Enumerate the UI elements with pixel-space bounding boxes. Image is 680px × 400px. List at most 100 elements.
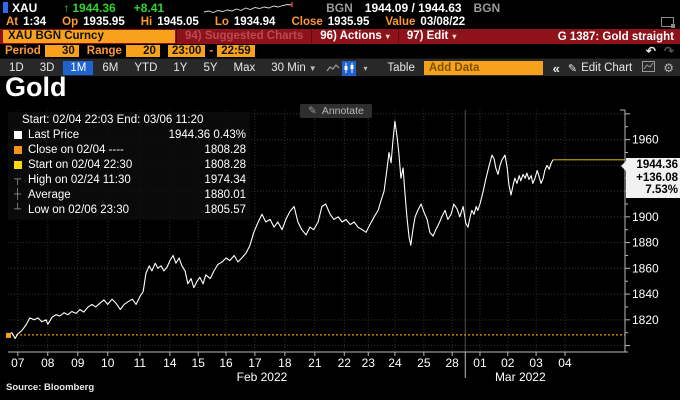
bid-ask-quote: 1944.09 / 1944.63	[364, 0, 462, 15]
svg-text:15: 15	[192, 356, 206, 370]
pencil-icon: ✎	[308, 105, 317, 117]
legend-row-high: ┬ High on 02/24 11:30 1974.34	[14, 173, 246, 186]
ticker-change: +8.41	[133, 0, 165, 15]
svg-text:08: 08	[41, 356, 55, 370]
svg-text:21: 21	[308, 356, 322, 370]
screen-capture-icon[interactable]	[661, 17, 675, 28]
svg-text:10: 10	[101, 356, 115, 370]
ohlc-field: Op 1935.95	[62, 16, 125, 28]
chart-legend: Start: 02/04 22:03 End: 03/06 11:20 Last …	[8, 112, 250, 220]
security-input[interactable]: XAU BGN Curncy	[3, 30, 175, 43]
gear-icon[interactable]: ⚙	[663, 61, 674, 75]
source-label: Source: Bloomberg	[6, 382, 95, 393]
time-from-input[interactable]: 23:00	[167, 45, 206, 57]
svg-text:1840: 1840	[632, 287, 659, 301]
flag-price: 1944.36	[636, 159, 678, 171]
svg-text:1860: 1860	[632, 261, 659, 275]
tab-1y[interactable]: 1Y	[173, 62, 188, 74]
ohlc-field: Hi 1945.05	[140, 16, 199, 28]
pricing-source-right: BGN	[473, 0, 501, 15]
interval-label: 30 Min	[271, 62, 306, 74]
svg-text:1880: 1880	[632, 236, 659, 250]
undo-icon[interactable]: ↶	[645, 44, 656, 58]
tab-3d[interactable]: 3D	[39, 62, 55, 74]
menu-actions-label: 96) Actions	[320, 30, 382, 42]
svg-text:09: 09	[71, 356, 85, 370]
edit-chart-button[interactable]: Edit Chart	[581, 62, 633, 74]
svg-text:03: 03	[529, 356, 543, 370]
time-to-input[interactable]: 22:59	[217, 45, 255, 57]
history-buttons: ↶ ↷	[646, 44, 674, 58]
svg-text:02: 02	[501, 356, 515, 370]
settings-bar: Period 30 Range 20 23:00 - 22:59 ↶ ↷	[0, 44, 680, 58]
redo-icon[interactable]: ↷	[663, 44, 674, 58]
tab-1d[interactable]: 1D	[9, 62, 24, 74]
candlestick-chart-type-icon[interactable]	[341, 60, 356, 76]
chart-panel: 1820184018601880190019201940196007080910…	[0, 72, 680, 400]
svg-text:16: 16	[219, 356, 233, 370]
chevron-down-icon: ▼	[308, 64, 317, 73]
add-data-input[interactable]: Add Data	[423, 61, 543, 75]
svg-text:1960: 1960	[632, 133, 659, 147]
chart-title: Gold	[5, 72, 67, 102]
interval-dropdown[interactable]: 30 Min ▼	[264, 61, 323, 75]
tab-max[interactable]: Max	[233, 62, 256, 74]
svg-text:24: 24	[388, 356, 402, 370]
ticker-symbol: XAU	[12, 0, 38, 15]
tab-1m[interactable]: 1M	[63, 61, 94, 75]
legend-row-close: Close on 02/04 ---- 1808.28	[12, 142, 246, 157]
collapse-panel-icon[interactable]: «	[552, 60, 560, 76]
svg-text:1820: 1820	[632, 313, 659, 327]
svg-text:17: 17	[248, 356, 262, 370]
chart-id-title: G 1387: Gold straight	[557, 30, 674, 43]
period-label: Period	[5, 45, 41, 57]
tab-ytd[interactable]: YTD	[134, 62, 158, 74]
range-label: Range	[86, 45, 122, 57]
period-input[interactable]: 30	[44, 45, 79, 57]
svg-text:Feb 2022: Feb 2022	[237, 370, 288, 384]
low-marker-icon: ┴	[14, 203, 22, 215]
tab-6m[interactable]: 6M	[102, 62, 119, 74]
avg-marker-icon: ┼	[14, 188, 22, 200]
time-range-dash: -	[209, 45, 214, 57]
svg-text:23: 23	[362, 356, 376, 370]
legend-row-avg: ┼ Average 1880.01	[14, 188, 246, 201]
line-chart-type-icon[interactable]	[326, 61, 340, 76]
security-marker-icon	[3, 2, 8, 13]
table-button[interactable]: Table	[387, 62, 415, 74]
menu-actions[interactable]: 96) Actions ▾	[311, 29, 398, 44]
ohlc-field: Close 1935.95	[291, 16, 370, 28]
high-marker-icon: ┬	[14, 173, 22, 185]
annotate-button[interactable]: ✎ Annotate	[300, 104, 372, 118]
flag-change: +136.08	[636, 171, 678, 184]
pencil-icon: ✎	[567, 62, 578, 75]
sparkline-icon	[204, 1, 293, 13]
svg-text:28: 28	[445, 356, 459, 370]
range-input[interactable]: 20	[125, 45, 160, 57]
svg-text:07: 07	[11, 356, 25, 370]
pricing-source-left: BGN	[326, 0, 353, 15]
ohlc-strip: At 1:34 Op 1935.95 Hi 1945.05 Lo 1934.94 Close 19…	[0, 15, 680, 29]
legend-row-start: Start on 02/04 22:30 1808.28	[12, 157, 246, 172]
chart-toolbar: 1D 3D 1M 6M YTD 1Y 5Y Max 30 Min ▼ ▾ Table Add D…	[0, 58, 680, 77]
menu-suggested-charts[interactable]: 94) Suggested Charts	[176, 29, 311, 44]
start-marker-icon	[14, 160, 22, 169]
ohlc-field: At 1:34	[6, 16, 47, 28]
svg-text:18: 18	[278, 356, 292, 370]
last-marker-icon	[14, 130, 22, 139]
annotate-label: Annotate	[321, 105, 364, 117]
ohlc-field: Lo 1934.94	[214, 16, 276, 28]
ticker-strip: XAU ↑ 1944.36 +8.41 BGN 1944.09 / 1944.6…	[0, 0, 680, 15]
legend-row-last: Last Price 1944.36 0.43%	[12, 127, 246, 142]
chevron-down-icon: ▾	[385, 32, 390, 41]
chart-settings-icon[interactable]	[642, 61, 656, 75]
chart-type-dropdown-icon[interactable]: ▾	[363, 63, 368, 73]
chevron-down-icon: ▾	[452, 32, 457, 41]
svg-text:11: 11	[134, 356, 147, 370]
svg-text:14: 14	[163, 356, 177, 370]
command-bar: XAU BGN Curncy 94) Suggested Charts 96) …	[0, 29, 680, 44]
tab-5y[interactable]: 5Y	[203, 62, 218, 74]
menu-edit[interactable]: 97) Edit ▾	[397, 29, 465, 44]
menu-edit-label: 97) Edit	[406, 30, 449, 42]
